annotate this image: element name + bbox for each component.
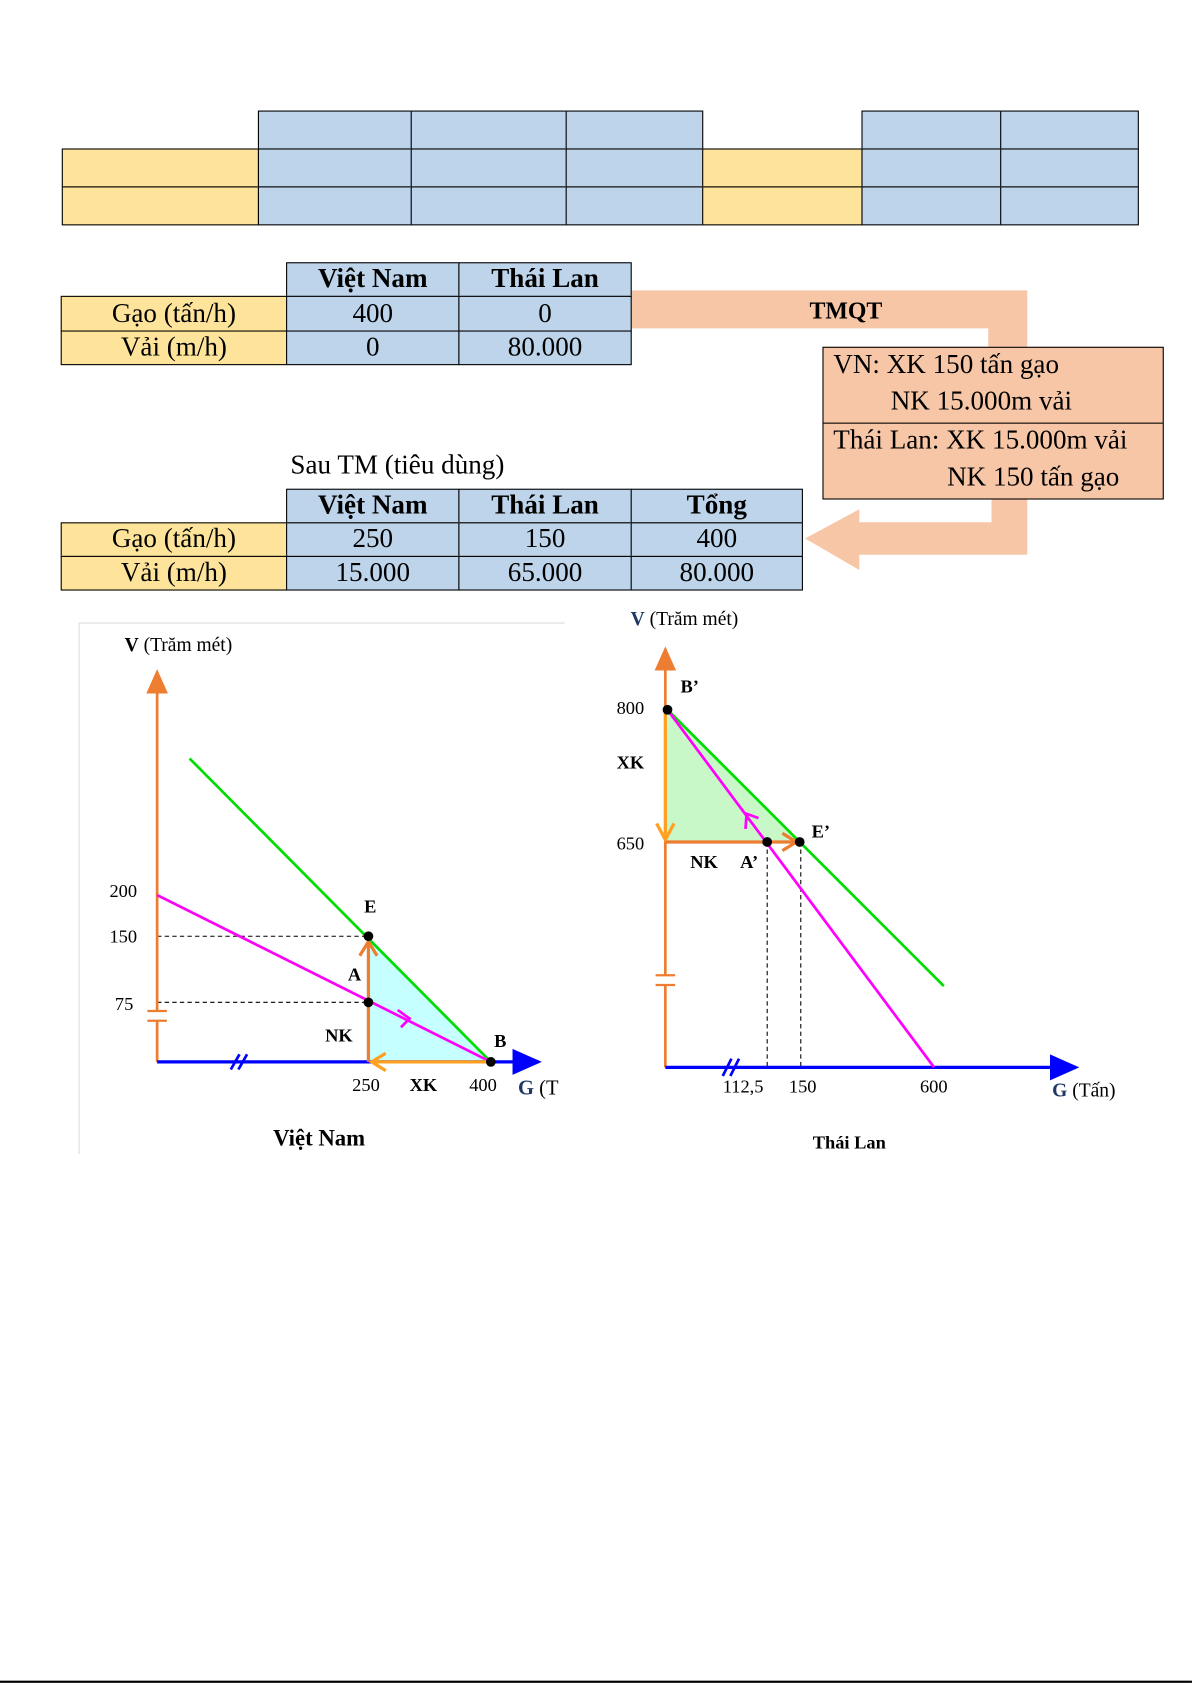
x-axis-label: G (Tấn) bbox=[1052, 1081, 1115, 1102]
table-cell: 80.000 bbox=[458, 330, 632, 366]
axis-break-gap bbox=[147, 1010, 167, 1021]
empty-cell bbox=[61, 148, 259, 188]
point-E bbox=[363, 931, 374, 942]
empty-cell bbox=[61, 186, 259, 226]
empty-cell bbox=[257, 110, 412, 150]
table-cell: 80.000 bbox=[630, 555, 803, 591]
empty-cell bbox=[257, 148, 412, 188]
point-E-prime bbox=[794, 837, 805, 847]
ppf-direction-arrow bbox=[396, 1008, 412, 1029]
series-consumption-line bbox=[188, 757, 492, 1063]
point-B-prime bbox=[662, 704, 673, 715]
x-tick-label: 150 bbox=[789, 1076, 817, 1096]
series-ppf-line bbox=[666, 708, 936, 1069]
chart-thailand: V (Trăm mét) B’ 800 XK 650 E’ N bbox=[617, 609, 1116, 1152]
chart-title: Thái Lan bbox=[813, 1133, 886, 1153]
export-arrowhead bbox=[368, 1051, 387, 1072]
empty-cell bbox=[861, 110, 1002, 150]
y-tick-label: 650 bbox=[617, 834, 645, 854]
empty-cell bbox=[702, 148, 863, 188]
y-axis-label: V (Trăm mét) bbox=[125, 635, 233, 656]
divider bbox=[823, 422, 1163, 424]
column-header: Việt Nam bbox=[286, 262, 460, 297]
table-cell: 0 bbox=[286, 330, 460, 366]
table-cell: 400 bbox=[630, 522, 803, 557]
series-ppf-line bbox=[156, 893, 492, 1064]
empty-cell bbox=[702, 186, 863, 226]
table-cell: 400 bbox=[286, 295, 460, 332]
x-axis-break bbox=[229, 1053, 249, 1071]
column-header: Thái Lan bbox=[458, 262, 632, 297]
row-label: Gạo (tấn/h) bbox=[60, 522, 288, 557]
tmqt-arrow-band bbox=[630, 290, 1028, 347]
table-cell: 15.000 bbox=[286, 555, 460, 591]
vn-trade-line1: VN: XK 150 tấn gạo bbox=[833, 350, 1060, 380]
label-B-prime: B’ bbox=[681, 676, 699, 696]
trade-box: VN: XK 150 tấn gạo NK 15.000m vải Thái L… bbox=[822, 346, 1164, 500]
x-tick-label: 250 bbox=[352, 1075, 380, 1095]
label-NK: NK bbox=[325, 1025, 353, 1045]
export-arrowhead bbox=[655, 822, 676, 844]
label-E-prime: E’ bbox=[812, 822, 830, 842]
label-E: E bbox=[364, 896, 376, 916]
x-tick-label: 112,5 bbox=[723, 1076, 764, 1096]
label-A: A bbox=[348, 965, 362, 985]
y-tick-label: 75 bbox=[115, 994, 133, 1014]
tmqt-label: TMQT bbox=[809, 296, 883, 324]
label-XK: XK bbox=[410, 1075, 438, 1095]
column-header: Tổng bbox=[630, 488, 803, 524]
row-label: Vải (m/h) bbox=[60, 555, 288, 591]
ppf-direction-arrow bbox=[744, 811, 759, 830]
empty-cell bbox=[1000, 148, 1139, 188]
table-cell: 65.000 bbox=[458, 555, 632, 591]
empty-cell bbox=[410, 110, 567, 150]
chart-vietnam: V (Trăm mét) 200 150 75 E A NK bbox=[78, 622, 565, 1155]
label-A-prime: A’ bbox=[740, 852, 758, 872]
tl-trade-line1: Thái Lan: XK 15.000m vải bbox=[833, 425, 1128, 456]
x-tick-label: 400 bbox=[469, 1075, 497, 1095]
empty-cell bbox=[565, 186, 704, 226]
x-axis-break bbox=[721, 1058, 741, 1077]
vn-trade-line2: NK 15.000m vải bbox=[890, 386, 1073, 417]
tl-trade-line2: NK 150 tấn gạo bbox=[947, 462, 1120, 492]
point-B bbox=[485, 1057, 496, 1067]
label-NK: NK bbox=[690, 852, 718, 872]
label-XK: XK bbox=[617, 752, 645, 772]
y-tick-label: 150 bbox=[109, 927, 137, 947]
row-label: Vải (m/h) bbox=[60, 330, 288, 366]
table-after-caption: Sau TM (tiêu dùng) bbox=[290, 450, 505, 481]
empty-cell bbox=[565, 148, 704, 188]
chart-title: Việt Nam bbox=[273, 1125, 365, 1150]
empty-cell bbox=[861, 186, 1002, 226]
axis-break-gap bbox=[655, 975, 676, 985]
empty-cell bbox=[410, 148, 567, 188]
table-cell: 150 bbox=[458, 522, 632, 557]
label-B: B bbox=[494, 1031, 506, 1051]
x-axis-label: G (T bbox=[518, 1077, 559, 1099]
y-tick-label: 800 bbox=[617, 698, 645, 718]
column-header: Việt Nam bbox=[286, 488, 460, 524]
import-arrowhead bbox=[358, 938, 379, 957]
return-arrow bbox=[805, 499, 1028, 570]
point-A bbox=[363, 997, 374, 1008]
empty-cell bbox=[410, 186, 567, 226]
series-consumption-line bbox=[666, 708, 945, 988]
x-tick-label: 600 bbox=[920, 1076, 948, 1096]
empty-cell bbox=[257, 186, 412, 226]
page-bottom-border bbox=[0, 1680, 1192, 1683]
y-axis-label: V (Trăm mét) bbox=[631, 609, 739, 630]
empty-cell bbox=[1000, 186, 1139, 226]
y-tick-label: 200 bbox=[109, 881, 137, 901]
point-A-prime bbox=[762, 837, 773, 847]
